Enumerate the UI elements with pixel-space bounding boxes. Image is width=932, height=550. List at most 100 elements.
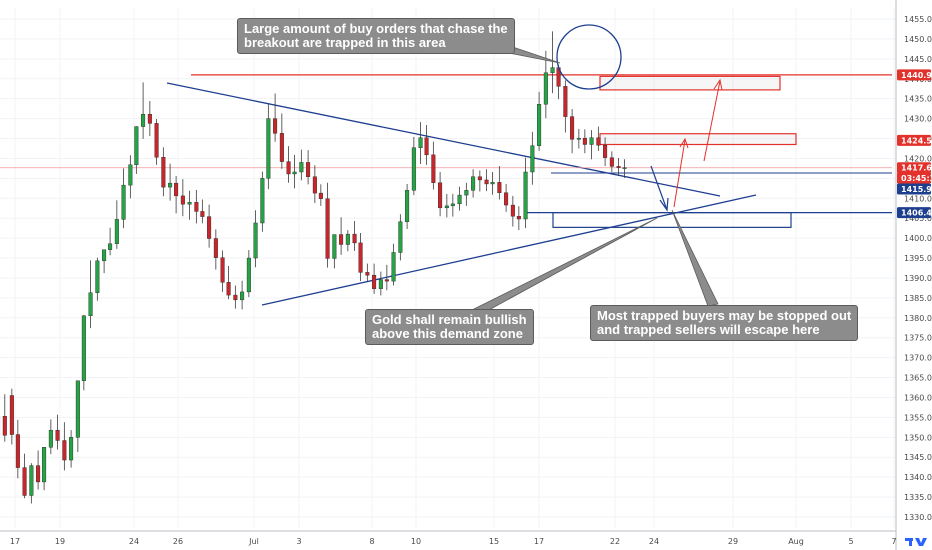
candle-body: [596, 137, 601, 146]
candle-body: [213, 238, 218, 258]
candle-body: [273, 118, 278, 134]
candle-body: [220, 257, 225, 283]
y-tick-label: 1435.00: [904, 95, 932, 104]
candle-body: [450, 203, 455, 207]
y-tick-label: 1450.00: [904, 35, 932, 44]
candle-body: [134, 126, 139, 166]
candle-body: [312, 176, 317, 194]
x-tick-label: 15: [489, 537, 499, 546]
price-tag-label: 1417.67: [901, 164, 932, 173]
candle-body: [609, 157, 614, 167]
price-tag: [897, 172, 931, 184]
y-tick-label: 1375.00: [904, 334, 932, 343]
y-tick-label: 1345.00: [904, 453, 932, 462]
candle-body: [15, 434, 20, 468]
candle-body: [563, 86, 568, 117]
x-tick-label: 8: [369, 537, 374, 546]
candle-body: [622, 167, 627, 169]
arrow-head: [679, 137, 689, 149]
candle-body: [332, 234, 337, 259]
candle-body: [384, 279, 389, 282]
y-tick-label: 1455.00: [904, 15, 932, 24]
candle-body: [128, 164, 133, 186]
candle-body: [306, 162, 311, 177]
candle-body: [339, 234, 344, 245]
candle-body: [391, 252, 396, 282]
candle-body: [292, 171, 297, 175]
price-tag: [897, 207, 931, 219]
x-tick-label: 10: [411, 537, 421, 546]
x-tick-label: 29: [728, 537, 738, 546]
candle-body: [200, 211, 205, 217]
candle-body: [325, 198, 330, 259]
candle-body: [279, 133, 284, 162]
candle-body: [114, 219, 119, 244]
callout-bullish-demand: Gold shall remain bullish above this dem…: [365, 309, 534, 345]
arrow-head: [659, 197, 669, 212]
arrow-head: [713, 78, 723, 91]
candle-body: [180, 195, 185, 205]
horizontal-levels: [0, 74, 892, 214]
candle-body: [102, 249, 107, 262]
candle-body: [81, 315, 86, 381]
candle-body: [523, 171, 528, 220]
candle-body: [147, 114, 152, 124]
candle-body: [161, 157, 166, 188]
candle-body: [2, 416, 7, 436]
y-tick-label: 1370.00: [904, 354, 932, 363]
x-tick-label: 19: [55, 537, 65, 546]
candle-body: [365, 272, 370, 276]
candle-body: [464, 190, 469, 196]
candle-body: [36, 465, 41, 483]
candle-body: [570, 116, 575, 140]
candle-body: [530, 145, 535, 173]
callout-pointer: [465, 217, 658, 318]
candle-body: [504, 192, 509, 206]
price-tag-label: 1415.95: [901, 185, 932, 194]
candle-body: [299, 162, 304, 173]
supply-zone-lower: [599, 133, 797, 146]
demand-zone: [552, 212, 792, 228]
x-tick-label: 26: [173, 537, 183, 546]
y-tick-label: 1330.00: [904, 513, 932, 522]
y-tick-label: 1360.00: [904, 393, 932, 402]
candle-body: [240, 291, 245, 301]
candle-body: [121, 184, 126, 220]
candle-body: [490, 182, 495, 185]
candle-body: [345, 233, 350, 245]
candle-body: [457, 194, 462, 205]
price-tag-label: 03:45:36: [901, 174, 932, 183]
trapped-area-circle: [556, 24, 622, 90]
candle-body: [42, 447, 47, 483]
candle-body: [168, 182, 173, 188]
candle-body: [260, 178, 265, 224]
x-tick-label: 24: [129, 537, 139, 546]
candle-body: [537, 104, 542, 146]
price-tag: [897, 183, 931, 195]
x-tick-label: 5: [848, 537, 853, 546]
candle-body: [108, 243, 113, 250]
price-tag: [897, 69, 931, 81]
candle-body: [497, 182, 502, 193]
candle-body: [372, 274, 377, 289]
candle-body: [286, 161, 291, 175]
red-arrow: [703, 80, 721, 162]
y-tick-label: 1430.00: [904, 115, 932, 124]
price-axis: 1330.00 1335.00 1340.00 1345.00 1350.00 1355.…: [895, 0, 932, 550]
candle-body: [207, 216, 212, 239]
candle-body: [576, 137, 581, 140]
price-tag: [897, 162, 931, 174]
candle-body: [174, 182, 179, 197]
candle-body: [48, 429, 53, 448]
callout-stopped-out: Most trapped buyers may be stopped out a…: [590, 305, 859, 341]
price-tag: [897, 134, 931, 146]
x-tick-label: 17: [534, 537, 544, 546]
x-tick-label: 17: [10, 537, 20, 546]
tradingview-logo: [905, 538, 927, 546]
candle-body: [418, 137, 423, 148]
y-tick-label: 1385.00: [904, 294, 932, 303]
candle-body: [29, 465, 34, 496]
candle-body: [154, 123, 159, 158]
y-tick-label: 1395.00: [904, 254, 932, 263]
